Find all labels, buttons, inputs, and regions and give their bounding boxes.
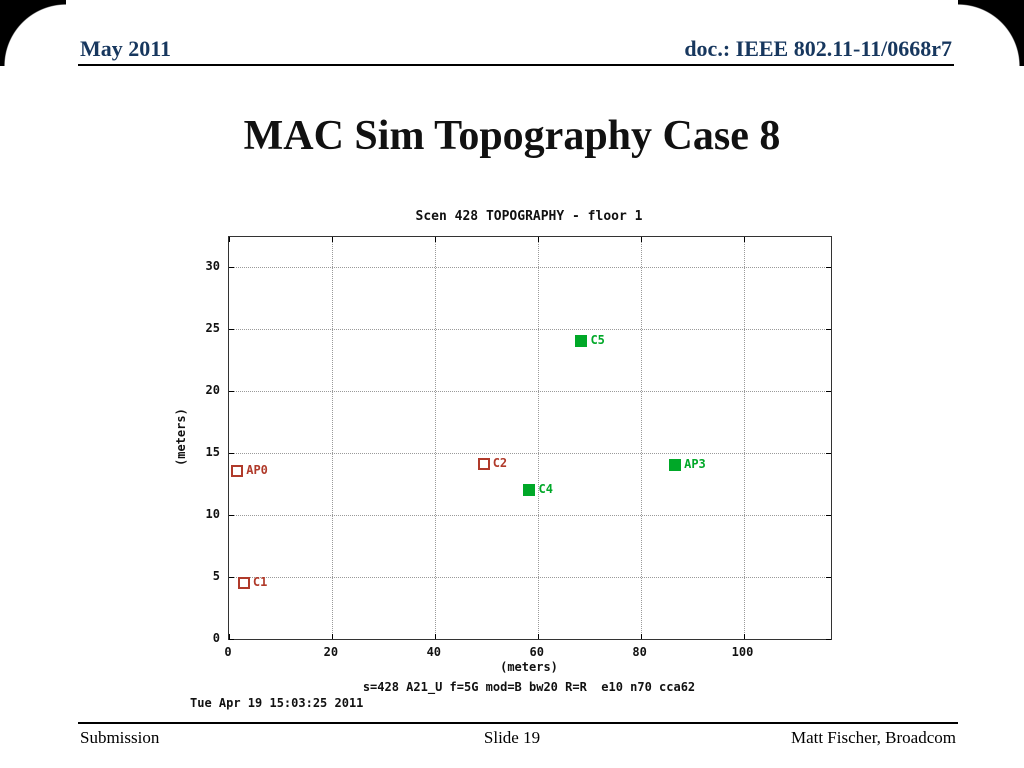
tick-mark	[229, 452, 234, 454]
tick-mark	[743, 634, 745, 639]
footer-slide-number: Slide 19	[483, 728, 541, 747]
y-tick-label: 30	[205, 258, 220, 273]
grid-line-vertical	[743, 237, 745, 639]
x-tick-label: 80	[632, 645, 647, 659]
data-point-label: C2	[492, 456, 508, 471]
footer-rule	[78, 722, 958, 724]
y-tick-label: 10	[205, 506, 220, 521]
corner-decoration-top-left	[0, 0, 66, 66]
y-tick-label: 15	[205, 444, 220, 459]
plot-title: Scen 428 TOPOGRAPHY - floor 1	[415, 209, 643, 224]
y-axis-label: (meters)	[174, 408, 188, 466]
x-tick-label: 0	[224, 645, 232, 659]
plot-timestamp: Tue Apr 19 15:03:25 2011	[190, 696, 364, 710]
data-point-label: AP3	[684, 457, 706, 472]
tick-mark	[331, 634, 333, 639]
y-tick-label: 25	[205, 320, 220, 335]
tick-mark	[743, 237, 745, 242]
header-rule	[78, 64, 954, 66]
grid-line-horizontal	[229, 328, 831, 330]
y-tick-label: 0	[212, 631, 220, 645]
grid-line-horizontal	[229, 266, 831, 268]
tick-mark	[826, 639, 831, 640]
x-tick-label: 60	[529, 645, 544, 659]
tick-mark	[826, 452, 831, 454]
y-tick-label: 5	[212, 568, 220, 583]
tick-mark	[826, 266, 831, 268]
grid-line-vertical	[537, 237, 539, 639]
grid-line-vertical	[434, 237, 436, 639]
plot-area: AP0 C1 C2 C4 C5 AP3	[228, 236, 832, 640]
tick-mark	[537, 237, 539, 242]
tick-mark	[640, 237, 642, 242]
x-tick-labels: 0 20 40 60 80 100	[224, 645, 830, 661]
tick-mark	[434, 237, 436, 242]
data-point-label: C5	[590, 333, 605, 348]
plot-caption: s=428 A21_U f=5G mod=B bw20 R=R e10 n70 …	[362, 680, 696, 694]
grid-line-horizontal	[229, 576, 831, 578]
x-axis-label: (meters)	[500, 660, 558, 674]
grid-line-vertical	[331, 237, 333, 639]
grid-line-horizontal	[229, 514, 831, 516]
filled-square-marker	[523, 484, 536, 497]
header-date: May 2011	[80, 36, 172, 61]
filled-square-marker	[669, 459, 682, 472]
filled-square-marker	[575, 335, 588, 348]
tick-mark	[229, 266, 234, 268]
tick-mark	[826, 514, 831, 516]
tick-mark	[331, 237, 333, 242]
data-point-label: C1	[252, 575, 268, 590]
data-point-label: AP0	[246, 463, 268, 478]
y-tick-labels: 0 5 10 15 20 25 30	[162, 236, 220, 645]
tick-mark	[229, 328, 234, 330]
slide-title: MAC Sim Topography Case 8	[243, 113, 781, 159]
footer-author: Matt Fischer, Broadcom	[790, 728, 956, 747]
x-tick-label: 100	[731, 645, 754, 659]
tick-mark	[826, 576, 831, 578]
open-square-marker	[237, 577, 250, 590]
open-square-marker	[477, 458, 490, 471]
tick-mark	[229, 576, 234, 578]
open-square-marker	[231, 465, 244, 478]
corner-decoration-top-right	[958, 0, 1024, 66]
tick-mark	[229, 634, 230, 639]
tick-mark	[537, 634, 539, 639]
tick-mark	[229, 639, 234, 640]
x-tick-label: 20	[323, 645, 339, 659]
tick-mark	[826, 390, 831, 392]
grid-line-horizontal	[229, 452, 831, 454]
tick-mark	[640, 634, 642, 639]
tick-mark	[434, 634, 436, 639]
tick-mark	[826, 328, 831, 330]
tick-mark	[229, 514, 234, 516]
y-tick-label: 20	[205, 382, 220, 397]
header-doc-number: doc.: IEEE 802.11-11/0668r7	[684, 36, 952, 61]
tick-mark	[229, 390, 234, 392]
grid-line-vertical	[640, 237, 642, 639]
x-tick-label: 40	[426, 645, 442, 659]
tick-mark	[229, 237, 230, 242]
footer-submission: Submission	[80, 728, 160, 747]
grid-line-horizontal	[229, 390, 831, 392]
data-point-label: C4	[538, 482, 553, 497]
